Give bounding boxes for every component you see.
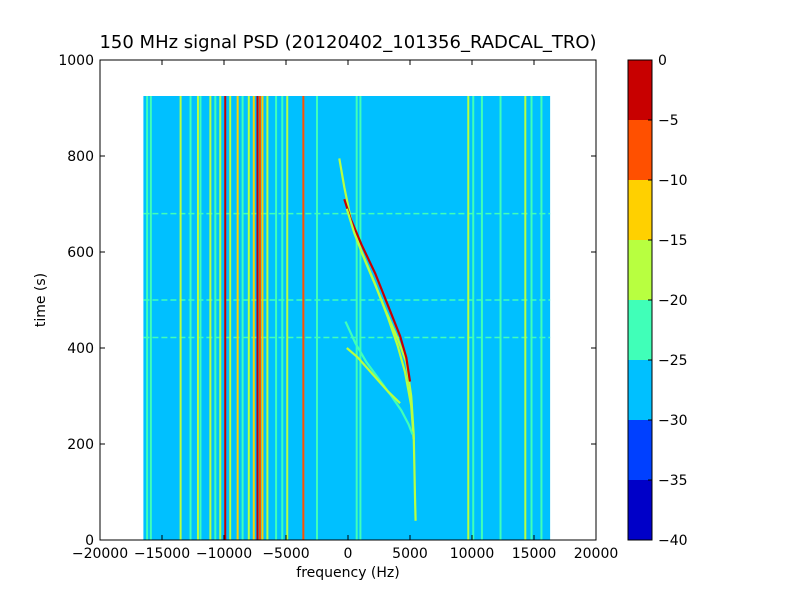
x-tick-label: 5000: [392, 546, 428, 562]
y-axis: 0 200 400 600 800 1000: [58, 53, 596, 549]
colorbar-segment: [628, 480, 652, 540]
chirp-curve-4: [346, 347, 401, 404]
colorbar-tick-label: −15: [658, 233, 688, 249]
chart-title: 150 MHz signal PSD (20120402_101356_RADC…: [99, 32, 596, 53]
colorbar: 0 −5 −10 −15 −20 −25 −30 −35 −40: [627, 53, 688, 549]
y-tick-label: 600: [67, 245, 94, 261]
colorbar-segment: [628, 300, 652, 360]
colorbar-tick-label: −20: [658, 293, 688, 309]
x-tick-label: 10000: [450, 546, 495, 562]
colorbar-segment: [628, 360, 652, 420]
y-tick-label: 800: [67, 149, 94, 165]
colorbar-segment: [628, 420, 652, 480]
plot-area: [99, 59, 597, 541]
colorbar-tick-label: −40: [658, 533, 688, 549]
spectrogram: [143, 96, 551, 540]
y-tick-label: 200: [67, 437, 94, 453]
x-tick-label: 15000: [512, 546, 557, 562]
colorbar-segment: [628, 180, 652, 240]
chirp-curve-2: [345, 208, 415, 440]
colorbar-tick-label: −10: [658, 173, 688, 189]
y-tick-label: 1000: [58, 53, 94, 69]
chirp-curve-1: [343, 198, 412, 382]
colorbar-segment: [628, 120, 652, 180]
colorbar-tick-label: −5: [658, 113, 679, 129]
y-tick-label: 0: [85, 533, 94, 549]
x-tick-label: −10000: [196, 546, 252, 562]
x-tick-label: −20000: [72, 546, 128, 562]
colorbar-segment: [628, 240, 652, 300]
colorbar-tick-label: −35: [658, 473, 688, 489]
x-axis: −20000 −15000 −10000 −5000 0 5000 10000 15000 20…: [72, 60, 618, 562]
x-tick-label: 20000: [574, 546, 619, 562]
x-tick-label: −5000: [262, 546, 309, 562]
x-tick-label: −15000: [134, 546, 190, 562]
heatmap-background: [143, 96, 551, 540]
colorbar-tick-label: −25: [658, 353, 688, 369]
x-tick-label: 0: [344, 546, 353, 562]
colorbar-tick-label: 0: [658, 53, 667, 69]
colorbar-tick-label: −30: [658, 413, 688, 429]
y-tick-label: 400: [67, 341, 94, 357]
y-axis-label: time (s): [33, 273, 49, 327]
colorbar-segment: [628, 60, 652, 120]
x-axis-label: frequency (Hz): [296, 565, 399, 581]
